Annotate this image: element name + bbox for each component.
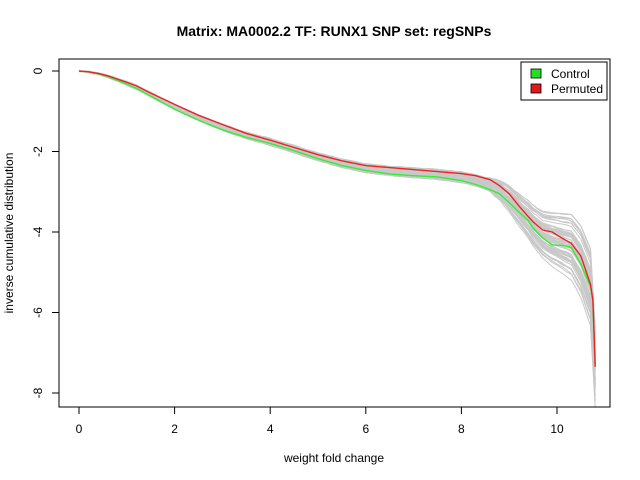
permutation-line bbox=[78, 70, 596, 394]
permutation-line bbox=[78, 70, 596, 388]
y-tick-label: -2 bbox=[31, 146, 45, 157]
permutation-line bbox=[78, 70, 596, 403]
chart-title: Matrix: MA0002.2 TF: RUNX1 SNP set: regS… bbox=[177, 23, 492, 39]
permutation-line bbox=[78, 70, 596, 383]
y-axis-label: inverse cumulative distribution bbox=[2, 153, 16, 314]
permutation-line bbox=[78, 71, 596, 380]
series-line-permuted bbox=[78, 70, 596, 367]
x-axis-label: weight fold change bbox=[283, 451, 384, 465]
permutation-line bbox=[78, 70, 596, 391]
legend-swatch-control bbox=[530, 68, 542, 79]
y-tick-label: -6 bbox=[31, 307, 45, 318]
x-tick-label: 4 bbox=[267, 422, 274, 436]
x-axis: 0 2 4 6 8 10 bbox=[76, 406, 564, 436]
permutation-line bbox=[79, 70, 596, 385]
y-tick-label: -4 bbox=[31, 226, 45, 237]
permutation-line bbox=[78, 70, 596, 366]
permutation-line bbox=[78, 70, 596, 385]
permutation-line bbox=[78, 70, 596, 408]
permutation-line bbox=[78, 70, 596, 384]
y-tick-label: -8 bbox=[31, 387, 45, 398]
series-line-control bbox=[78, 70, 596, 365]
permutation-line bbox=[78, 70, 596, 401]
permutation-line bbox=[78, 70, 596, 367]
legend-box bbox=[520, 61, 608, 101]
permutation-line bbox=[79, 70, 596, 396]
legend-label-control: Control bbox=[551, 67, 590, 81]
legend-label-permuted: Permuted bbox=[551, 82, 603, 96]
x-tick-label: 8 bbox=[458, 422, 465, 436]
permutation-band bbox=[78, 70, 596, 408]
x-tick-label: 10 bbox=[550, 422, 564, 436]
permutation-line bbox=[78, 70, 596, 387]
series-layer bbox=[78, 70, 596, 367]
legend-swatch-permuted bbox=[530, 83, 542, 94]
x-tick-label: 6 bbox=[362, 422, 369, 436]
permutation-line bbox=[78, 70, 596, 387]
x-tick-label: 0 bbox=[76, 422, 83, 436]
y-tick-label: 0 bbox=[31, 67, 45, 74]
permutation-line bbox=[78, 70, 596, 381]
permutation-line bbox=[78, 70, 596, 396]
permutation-line bbox=[79, 70, 596, 385]
legend: Control Permuted bbox=[520, 61, 608, 101]
permutation-line bbox=[78, 70, 596, 381]
permutation-line bbox=[78, 70, 596, 385]
permutation-line bbox=[78, 70, 596, 381]
y-axis: 0 -2 -4 -6 -8 bbox=[31, 67, 60, 398]
x-tick-label: 2 bbox=[171, 422, 178, 436]
